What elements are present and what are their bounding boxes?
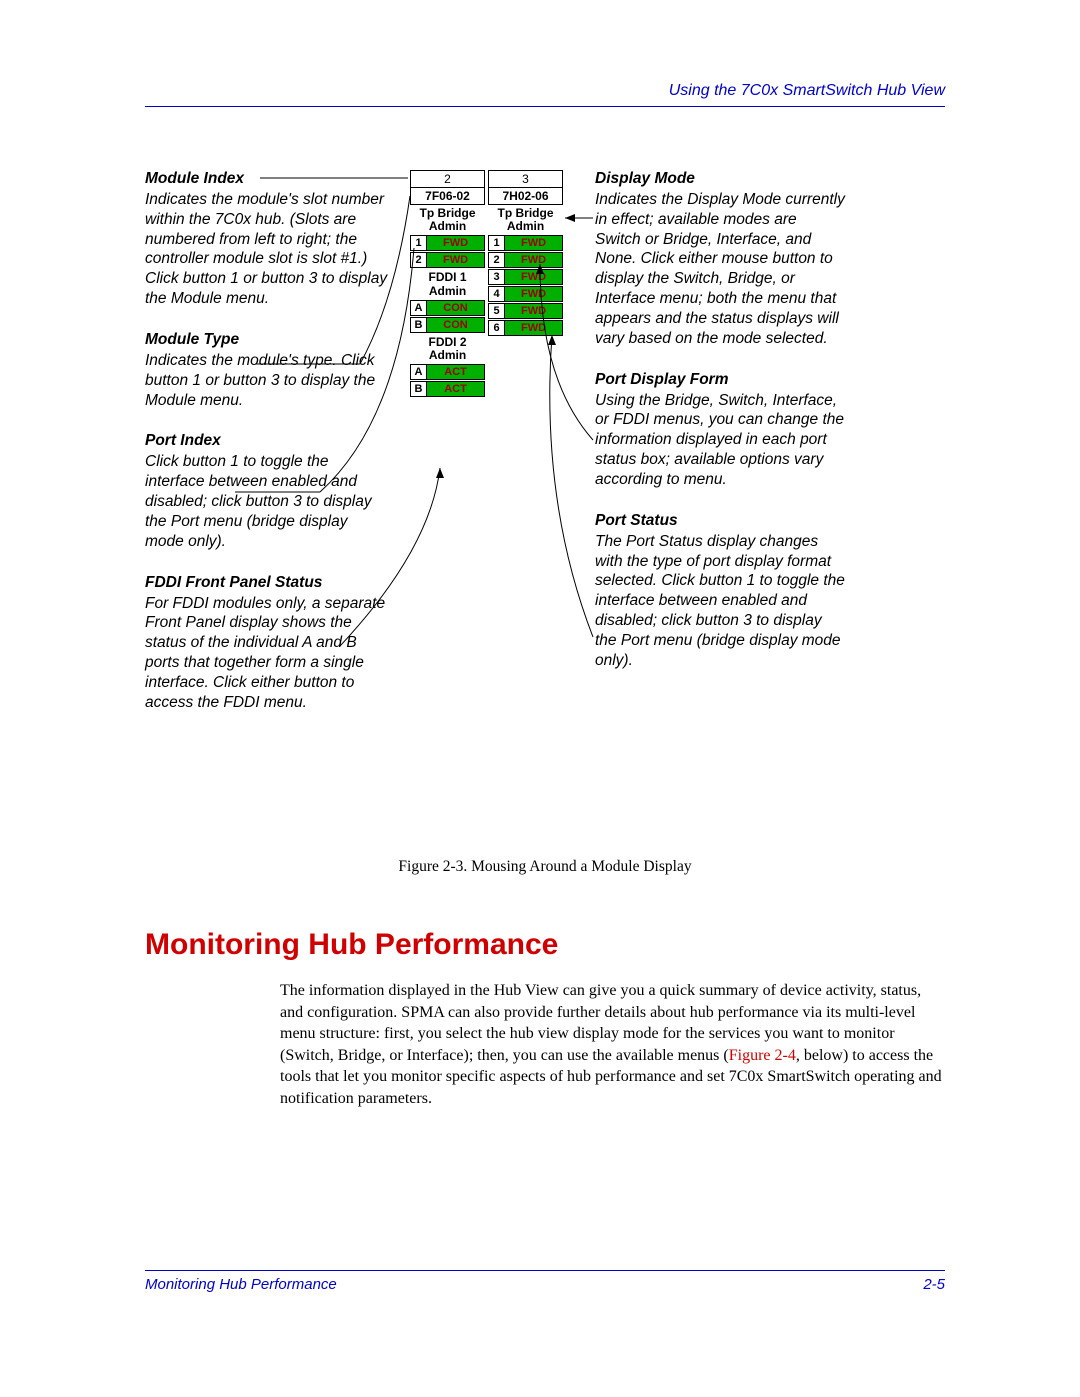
callout-desc: For FDDI modules only, a separate Front … [145,594,390,713]
body-paragraph: The information displayed in the Hub Vie… [280,980,945,1110]
callout-fddi-front-panel: FDDI Front Panel Status For FDDI modules… [145,574,390,713]
fddi-section-label[interactable]: FDDI 1Admin [410,269,485,299]
callout-desc: Using the Bridge, Switch, Interface, or … [595,391,845,490]
callout-port-display-form: Port Display Form Using the Bridge, Swit… [595,371,845,490]
callout-desc: Indicates the Display Mode currently in … [595,190,845,349]
figure-cross-reference[interactable]: Figure 2-4 [729,1047,796,1064]
fddi-port-status[interactable]: ACT [427,364,485,380]
port-index[interactable]: 2 [488,252,505,268]
port-row: 3FWD [488,269,563,285]
port-row: 2FWD [410,252,485,268]
callout-port-index: Port Index Click button 1 to toggle the … [145,432,390,551]
fddi-port-row: AACT [410,364,485,380]
fddi-port-row: BCON [410,317,485,333]
callout-title: Port Status [595,512,678,530]
port-status[interactable]: FWD [505,252,563,268]
port-index[interactable]: 3 [488,269,505,285]
callout-module-index: Module Index Indicates the module's slot… [145,170,390,309]
fddi-port-status[interactable]: CON [427,317,485,333]
callout-desc: Indicates the module's type. Click butto… [145,351,390,410]
callout-title: Module Index [145,170,244,188]
fddi-section-label[interactable]: FDDI 2Admin [410,334,485,364]
module-column-3[interactable]: 37H02-06Tp BridgeAdmin1FWD2FWD3FWD4FWD5F… [488,170,563,337]
port-status[interactable]: FWD [505,286,563,302]
callout-desc: Click button 1 to toggle the interface b… [145,452,390,551]
port-index[interactable]: 1 [488,235,505,251]
callout-desc: The Port Status display changes with the… [595,532,845,671]
module-slot-index[interactable]: 3 [488,170,563,188]
port-status[interactable]: FWD [505,320,563,336]
port-row: 1FWD [410,235,485,251]
section-heading: Monitoring Hub Performance [145,928,558,962]
callout-title: Module Type [145,331,239,349]
module-type-label[interactable]: 7F06-02 [410,188,485,205]
callout-title: Display Mode [595,170,695,188]
port-status[interactable]: FWD [427,235,485,251]
fddi-port-index[interactable]: A [410,300,427,316]
port-row: 5FWD [488,303,563,319]
fddi-port-row: BACT [410,381,485,397]
footer-right: 2-5 [923,1276,945,1293]
callout-module-type: Module Type Indicates the module's type.… [145,331,390,410]
page-header: Using the 7C0x SmartSwitch Hub View [145,82,945,107]
callout-desc: Indicates the module's slot number withi… [145,190,390,309]
fddi-port-index[interactable]: A [410,364,427,380]
port-status[interactable]: FWD [427,252,485,268]
fddi-port-index[interactable]: B [410,381,427,397]
port-row: 1FWD [488,235,563,251]
callout-port-status: Port Status The Port Status display chan… [595,512,845,671]
module-column-2[interactable]: 27F06-02Tp BridgeAdmin1FWD2FWDFDDI 1Admi… [410,170,485,398]
callout-title: Port Display Form [595,371,729,389]
header-text: Using the 7C0x SmartSwitch Hub View [669,82,945,99]
fddi-port-status[interactable]: ACT [427,381,485,397]
port-index[interactable]: 1 [410,235,427,251]
callout-title: FDDI Front Panel Status [145,574,322,592]
port-status[interactable]: FWD [505,269,563,285]
module-display-mode[interactable]: Tp BridgeAdmin [488,205,563,235]
module-type-label[interactable]: 7H02-06 [488,188,563,205]
footer-left: Monitoring Hub Performance [145,1276,337,1293]
port-row: 2FWD [488,252,563,268]
callout-display-mode: Display Mode Indicates the Display Mode … [595,170,845,349]
callouts-left-column: Module Index Indicates the module's slot… [145,170,390,735]
fddi-port-index[interactable]: B [410,317,427,333]
port-status[interactable]: FWD [505,235,563,251]
port-index[interactable]: 4 [488,286,505,302]
port-row: 6FWD [488,320,563,336]
port-status[interactable]: FWD [505,303,563,319]
port-row: 4FWD [488,286,563,302]
fddi-port-row: ACON [410,300,485,316]
port-index[interactable]: 5 [488,303,505,319]
fddi-port-status[interactable]: CON [427,300,485,316]
callout-title: Port Index [145,432,221,450]
port-index[interactable]: 2 [410,252,427,268]
port-index[interactable]: 6 [488,320,505,336]
module-slot-index[interactable]: 2 [410,170,485,188]
page-footer: Monitoring Hub Performance 2-5 [145,1270,945,1293]
callouts-right-column: Display Mode Indicates the Display Mode … [595,170,845,693]
figure-caption: Figure 2-3. Mousing Around a Module Disp… [145,858,945,876]
module-display-mode[interactable]: Tp BridgeAdmin [410,205,485,235]
